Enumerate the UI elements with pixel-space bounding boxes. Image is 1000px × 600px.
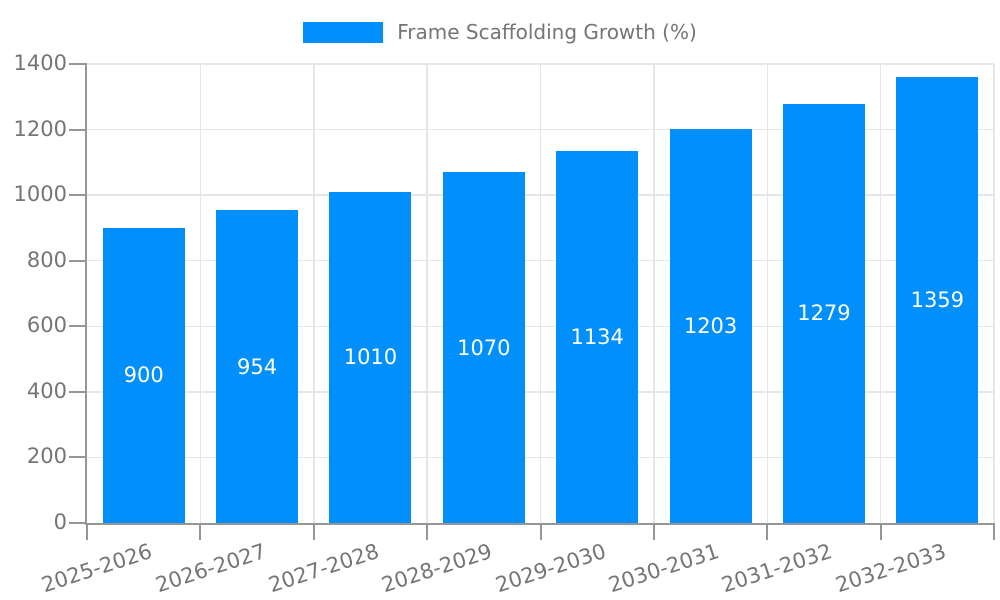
y-axis-tick [69,522,87,524]
x-axis-label: 2032-2033 [832,539,949,598]
bar[interactable] [102,227,185,523]
x-axis-tick [766,523,769,540]
x-axis-label: 2029-2030 [492,539,609,598]
y-axis-label: 0 [53,510,67,534]
bar[interactable] [329,191,412,523]
x-gridline [879,64,882,523]
x-axis-label: 2031-2032 [719,539,836,598]
x-axis-label: 2028-2029 [378,539,496,598]
x-gridline [653,64,655,523]
y-axis-label: 1400 [13,51,67,75]
x-axis-tick [879,523,882,540]
x-axis-tick [652,523,655,540]
x-axis-tick [993,523,995,540]
x-axis-label: 2027-2028 [265,539,382,598]
legend-swatch [303,21,384,43]
y-axis-label: 1000 [13,182,67,207]
y-axis-tick [69,456,87,459]
bar[interactable] [442,172,525,523]
x-axis-tick [426,523,429,540]
y-axis-tick [69,390,87,393]
y-axis-tick [69,194,87,197]
y-axis-label: 400 [26,378,67,403]
legend-label: Frame Scaffolding Growth (%) [397,20,697,44]
x-gridline [766,64,768,523]
x-gridline [199,64,202,523]
x-axis-tick [539,523,542,540]
x-axis-label: 2025-2026 [38,539,156,598]
y-axis-line [85,64,87,525]
bar[interactable] [669,128,752,523]
x-axis-tick [199,523,202,540]
y-axis-tick [69,128,87,131]
y-axis-label: 800 [26,247,67,272]
bar[interactable] [556,151,639,523]
x-axis-tick [86,523,88,540]
x-gridline [313,64,315,523]
x-gridline [426,64,428,523]
bar[interactable] [216,210,299,523]
x-gridline [993,64,995,523]
x-axis-line [85,523,994,525]
y-axis-tick [69,259,87,262]
y-axis-label: 1200 [13,116,67,141]
bar[interactable] [896,77,979,523]
y-axis-tick [69,325,87,328]
legend-item[interactable]: Frame Scaffolding Growth (%) [0,20,1000,44]
y-axis-tick [69,63,87,65]
x-gridline [539,64,542,523]
y-axis-label: 200 [26,444,67,469]
x-axis-tick [312,523,315,540]
x-axis-label: 2030-2031 [605,539,722,598]
y-axis-label: 600 [26,313,67,338]
x-axis-label: 2026-2027 [152,539,269,598]
bar[interactable] [782,103,865,523]
